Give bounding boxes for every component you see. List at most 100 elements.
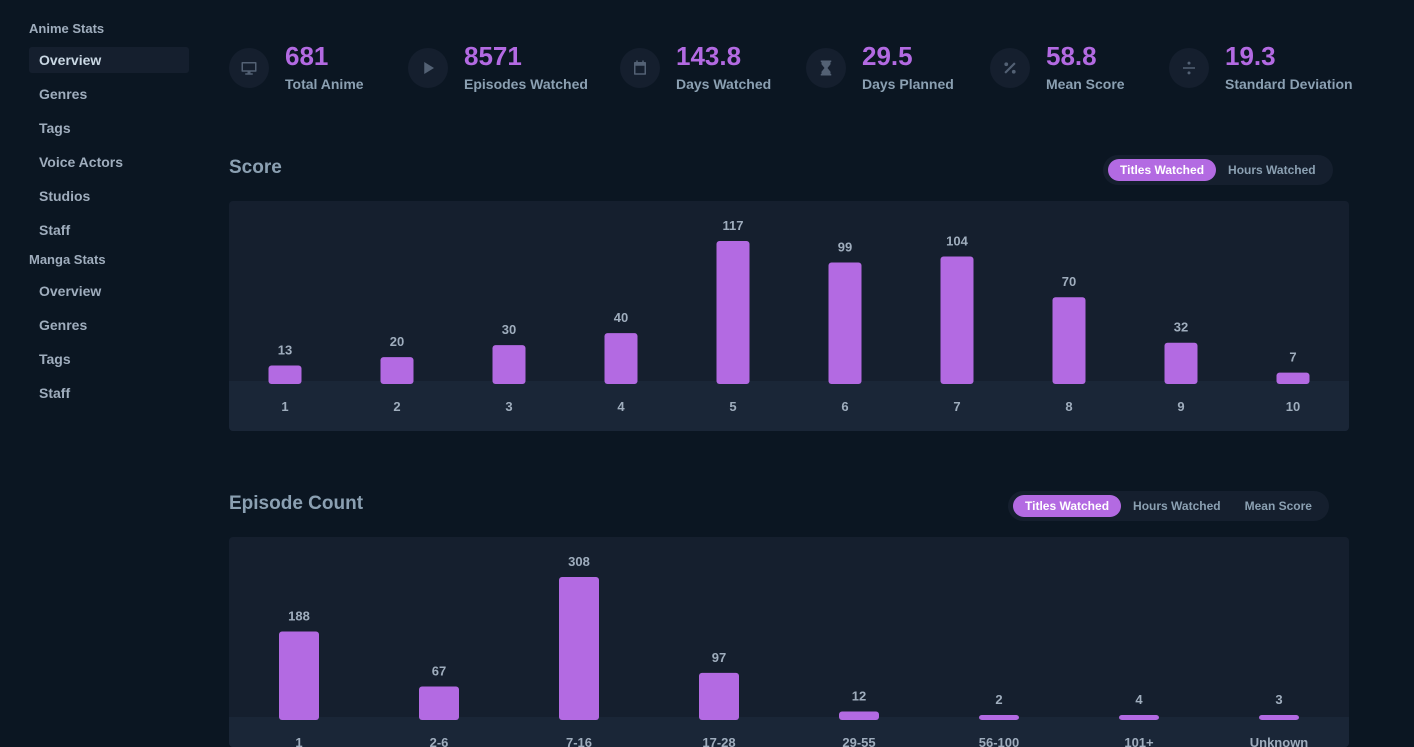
bar-10[interactable] — [1276, 372, 1310, 384]
stat-label: Days Watched — [676, 76, 772, 92]
bar-101+[interactable] — [1119, 715, 1159, 720]
data-label-2-6: 67 — [432, 664, 446, 679]
data-label-Unknown: 3 — [1275, 692, 1282, 707]
bar-5[interactable] — [716, 241, 750, 384]
data-label-2: 20 — [390, 334, 404, 349]
episode-toggle-hours-watched[interactable]: Hours Watched — [1133, 499, 1221, 513]
tv-icon — [229, 48, 269, 88]
episode-toggle-titles-watched[interactable]: Titles Watched — [1013, 495, 1122, 517]
tick-label-1: 1 — [295, 735, 302, 747]
tick-label-101+: 101+ — [1124, 735, 1154, 747]
data-label-6: 99 — [838, 240, 852, 255]
stat-value: 143.8 — [676, 41, 742, 71]
sidebar-item-anime-staff[interactable]: Staff — [39, 222, 71, 238]
sidebar-item-manga-tags[interactable]: Tags — [39, 351, 71, 367]
bar-6[interactable] — [828, 262, 862, 384]
stat-label: Mean Score — [1046, 76, 1125, 92]
percent-icon — [990, 48, 1030, 88]
hourglass-icon — [806, 48, 846, 88]
tick-label-2-6: 2-6 — [430, 735, 449, 747]
anime-stats-heading: Anime Stats — [29, 21, 105, 36]
stat-value: 58.8 — [1046, 41, 1097, 71]
data-label-1: 13 — [278, 342, 292, 357]
tick-label-7: 7 — [953, 399, 960, 414]
episode-count-section-title: Episode Count — [229, 493, 364, 514]
manga-stats-heading: Manga Stats — [29, 252, 106, 267]
bar-29-55[interactable] — [839, 711, 879, 720]
data-label-10: 7 — [1289, 350, 1296, 365]
stat-value: 29.5 — [862, 41, 913, 71]
stat-value: 19.3 — [1225, 41, 1276, 71]
bar-7-16[interactable] — [559, 577, 599, 720]
play-icon — [408, 48, 448, 88]
tick-label-4: 4 — [617, 399, 625, 414]
tick-label-29-55: 29-55 — [842, 735, 875, 747]
data-label-1: 188 — [288, 609, 310, 624]
sidebar-item-voice-actors[interactable]: Voice Actors — [39, 154, 124, 170]
sidebar-item-anime-overview[interactable]: Overview — [29, 47, 189, 73]
stat-label: Total Anime — [285, 76, 364, 92]
tick-label-7-16: 7-16 — [566, 735, 592, 747]
bar-2-6[interactable] — [419, 686, 459, 720]
bar-17-28[interactable] — [699, 672, 739, 720]
data-label-56-100: 2 — [995, 692, 1002, 707]
data-label-5: 117 — [723, 218, 744, 233]
bar-3[interactable] — [492, 345, 526, 384]
bar-1[interactable] — [279, 631, 319, 720]
sidebar-item-manga-overview[interactable]: Overview — [39, 283, 102, 299]
bar-1[interactable] — [268, 365, 302, 384]
tick-label-2: 2 — [393, 399, 400, 414]
bar-2[interactable] — [380, 357, 414, 384]
score-section-title: Score — [229, 157, 282, 178]
tick-label-5: 5 — [729, 399, 736, 414]
sidebar-item-studios[interactable]: Studios — [39, 188, 91, 204]
data-label-9: 32 — [1174, 320, 1188, 335]
data-label-17-28: 97 — [712, 650, 726, 665]
episode-count-toggle: Titles Watched Hours Watched Mean Score — [1008, 491, 1329, 521]
score-toggle-hours-watched[interactable]: Hours Watched — [1228, 163, 1316, 177]
score-chart: 13 1 20 2 30 3 40 4 117 5 99 6 104 7 70 8 32 9 7 10 — [229, 201, 1349, 431]
x-axis-band — [229, 381, 1349, 431]
episode-count-chart: 188 1 67 2-6 308 7-16 97 17-28 12 29-55 2 56-100 4 10… — [229, 537, 1349, 747]
stat-label: Standard Deviation — [1225, 76, 1353, 92]
tick-label-Unknown: Unknown — [1250, 735, 1309, 747]
data-label-3: 30 — [502, 322, 516, 337]
score-toggle: Titles Watched Hours Watched — [1103, 155, 1333, 185]
bar-8[interactable] — [1052, 297, 1086, 384]
bar-7[interactable] — [940, 256, 974, 384]
data-label-8: 70 — [1062, 274, 1076, 289]
stat-value: 681 — [285, 41, 329, 71]
bar-56-100[interactable] — [979, 715, 1019, 720]
data-label-101+: 4 — [1135, 692, 1143, 707]
score-toggle-titles-watched[interactable]: Titles Watched — [1108, 159, 1217, 181]
tick-label-10: 10 — [1286, 399, 1300, 414]
tick-label-56-100: 56-100 — [979, 735, 1019, 747]
data-label-29-55: 12 — [852, 689, 866, 704]
sidebar-item-manga-genres[interactable]: Genres — [39, 317, 88, 333]
bar-Unknown[interactable] — [1259, 715, 1299, 720]
score-chart-svg: 13 1 20 2 30 3 40 4 117 5 99 6 104 7 70 8 32 9 7 10 — [229, 218, 1349, 431]
tick-label-9: 9 — [1177, 399, 1184, 414]
tick-label-8: 8 — [1065, 399, 1072, 414]
episode-count-chart-svg: 188 1 67 2-6 308 7-16 97 17-28 12 29-55 2 56-100 4 10… — [229, 554, 1349, 747]
data-label-7-16: 308 — [568, 554, 590, 569]
tick-label-6: 6 — [841, 399, 848, 414]
bar-4[interactable] — [604, 333, 638, 384]
sidebar: Anime Stats Overview Genres Tags Voice A… — [29, 20, 189, 414]
tick-label-17-28: 17-28 — [702, 735, 735, 747]
episode-toggle-mean-score[interactable]: Mean Score — [1244, 499, 1312, 513]
stat-label: Episodes Watched — [464, 76, 588, 92]
sidebar-item-anime-genres[interactable]: Genres — [39, 86, 88, 102]
bar-9[interactable] — [1164, 342, 1198, 384]
data-label-4: 40 — [614, 310, 628, 325]
sidebar-item-anime-tags[interactable]: Tags — [39, 120, 71, 136]
tick-label-3: 3 — [505, 399, 512, 414]
calendar-icon — [620, 48, 660, 88]
data-label-7: 104 — [946, 234, 968, 249]
tick-label-1: 1 — [281, 399, 288, 414]
divide-icon — [1169, 48, 1209, 88]
stat-value: 8571 — [464, 41, 522, 71]
x-axis-band — [229, 717, 1349, 747]
stat-label: Days Planned — [862, 76, 954, 92]
sidebar-item-manga-staff[interactable]: Staff — [39, 385, 71, 401]
